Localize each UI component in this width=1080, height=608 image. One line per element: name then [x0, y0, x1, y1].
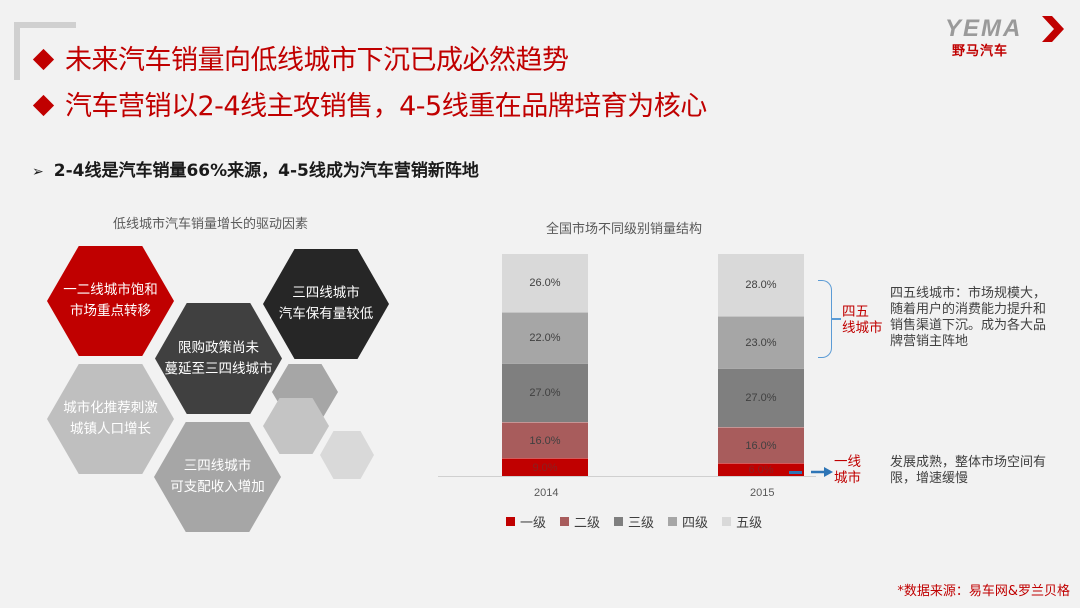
segment-tier4-2014: 22.0% [502, 312, 588, 363]
brace-tier45 [818, 280, 832, 358]
brand-chevron-icon [1042, 16, 1064, 42]
hex-text: 蔓延至三四线城市 [164, 360, 273, 377]
data-source-note: *数据来源：易车网&罗兰贝格 [897, 584, 1070, 599]
tier45-label-line: 四五 [842, 304, 869, 320]
hex-text: 城镇人口增长 [70, 421, 151, 437]
title-line-2: 汽车营销以2-4线主攻销售，4-5线重在品牌培育为核心 [32, 84, 707, 123]
hex-purchase-restriction: 限购政策尚未 蔓延至三四线城市 [155, 303, 282, 414]
hex-text: 三四线城市 [292, 285, 360, 301]
subtitle: ➢ 2-4线是汽车销量66%来源，4-5线成为汽车营销新阵地 [32, 156, 479, 181]
legend-item-tier3: 三级 [614, 512, 654, 531]
legend-swatch [614, 517, 624, 526]
hex-text: 可支配收入增加 [170, 479, 265, 495]
bar-2014: 26.0% 22.0% 27.0% 16.0% 9.0% [502, 254, 588, 476]
hex-tier12-saturation: 一二线城市饱和 市场重点转移 [47, 246, 174, 356]
bar-2015: 28.0% 23.0% 27.0% 16.0% 6.0% [718, 254, 804, 476]
drivers-caption: 低线城市汽车销量增长的驱动因素 [113, 217, 309, 232]
legend-swatch [668, 517, 678, 526]
segment-tier5-2014: 26.0% [502, 254, 588, 312]
subtitle-text: 2-4线是汽车销量66%来源，4-5线成为汽车营销新阵地 [53, 161, 479, 181]
legend-item-tier2: 二级 [560, 512, 600, 531]
legend-label: 一级 [520, 516, 547, 531]
chart-title: 全国市场不同级别销量结构 [546, 222, 703, 237]
desc-line: 随着用户的消费能力提升和 [890, 302, 1047, 317]
x-label-2014: 2014 [534, 487, 559, 499]
legend-label: 五级 [736, 516, 763, 531]
brand-logo-cn: 野马汽车 [952, 44, 1009, 59]
title-text-2: 汽车营销以2-4线主攻销售，4-5线重在品牌培育为核心 [65, 91, 707, 122]
segment-tier2-2015: 16.0% [718, 427, 804, 463]
segment-tier4-2015: 23.0% [718, 316, 804, 368]
diamond-bullet-icon [32, 94, 55, 117]
hex-income-growth: 三四线城市可支配收入增加 [154, 422, 281, 532]
legend-label: 四级 [682, 516, 709, 531]
hex-text: 市场重点转移 [70, 303, 151, 319]
tier1-label-line: 城市 [834, 470, 861, 486]
title-line-1: 未来汽车销量向低线城市下沉已成必然趋势 [32, 38, 569, 77]
segment-tier3-2015: 27.0% [718, 368, 804, 427]
tier45-label-line: 线城市 [842, 320, 883, 336]
segment-tier3-2014: 27.0% [502, 363, 588, 422]
legend-label: 三级 [628, 516, 655, 531]
desc-line: 发展成熟，整体市场空间有 [890, 455, 1047, 470]
hex-text: 汽车保有量较低 [278, 306, 374, 322]
x-axis [438, 476, 816, 477]
legend-swatch [722, 517, 732, 526]
diamond-bullet-icon [32, 48, 55, 71]
tier1-label: 一线 城市 [834, 454, 861, 486]
title-bracket-left [14, 22, 20, 80]
x-label-2015: 2015 [750, 487, 775, 499]
title-bracket-top [14, 22, 76, 28]
title-text-1: 未来汽车销量向低线城市下沉已成必然趋势 [65, 45, 569, 76]
legend-swatch [560, 517, 570, 526]
arrow-bullet-icon: ➢ [32, 164, 44, 180]
tier1-description: 发展成熟，整体市场空间有 限，增速缓慢 [890, 455, 1046, 487]
hex-urbanization: 城市化推荐刺激 城镇人口增长 [47, 364, 174, 474]
tier1-label-line: 一线 [834, 454, 861, 470]
arrow-right-icon [811, 467, 833, 477]
hex-decor-small-3 [320, 431, 374, 479]
desc-line: 销售渠道下沉。成为各大品 [890, 318, 1047, 333]
segment-tier2-2014: 16.0% [502, 422, 588, 458]
hex-text: 限购政策尚未 [178, 339, 259, 356]
legend-swatch [506, 517, 515, 526]
tier45-label: 四五 线城市 [842, 304, 883, 336]
legend-label: 二级 [574, 516, 601, 531]
segment-tier1-2015: 6.0% [718, 463, 804, 476]
hex-text: 城市化推荐刺激 [63, 400, 158, 416]
desc-line: 四五线城市：市场规模大， [890, 286, 1047, 301]
legend-item-tier5: 五级 [722, 512, 762, 531]
segment-tier1-2014: 9.0% [502, 458, 588, 476]
legend-item-tier1: 一级 [506, 512, 546, 531]
chart-legend: 一级 二级 三级 四级 五级 [506, 512, 762, 531]
legend-item-tier4: 四级 [668, 512, 708, 531]
desc-line: 牌营销主阵地 [890, 334, 969, 349]
hex-text: 三四线城市 [183, 458, 252, 474]
hex-text: 一二线城市饱和 [63, 282, 158, 298]
tier45-description: 四五线城市：市场规模大， 随着用户的消费能力提升和 销售渠道下沉。成为各大品 牌… [890, 286, 1046, 350]
brace-tip [831, 318, 841, 320]
hex-low-ownership: 三四线城市汽车保有量较低 [263, 249, 389, 359]
brand-logo-text: YEMA [945, 15, 1023, 42]
desc-line: 限，增速缓慢 [890, 471, 969, 486]
hex-decor-small-2 [263, 398, 329, 454]
segment-tier5-2015: 28.0% [718, 254, 804, 316]
tier1-marker [789, 471, 802, 474]
